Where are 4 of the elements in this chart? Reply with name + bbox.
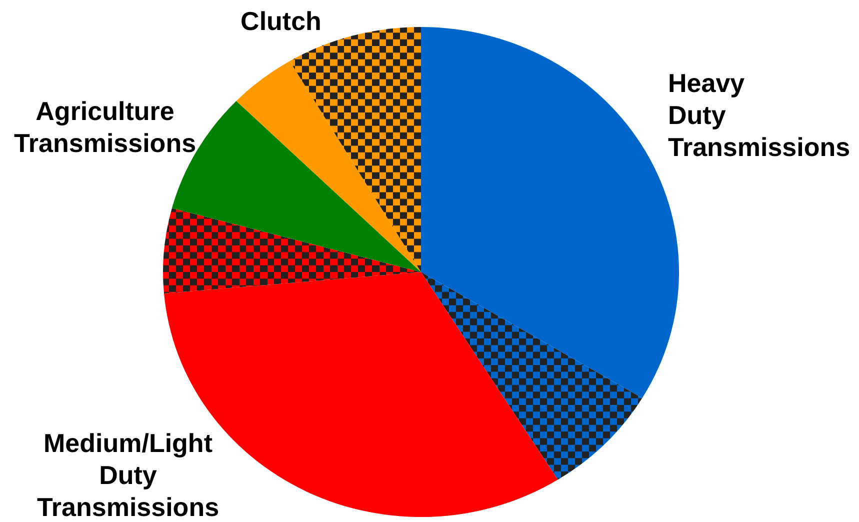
slice-label: Agriculture Transmissions [14,96,196,158]
slice-label: Medium/Light Duty Transmissions [36,428,220,522]
slice-label: Heavy Duty Transmissions [668,68,850,162]
slice-label: Clutch [240,6,322,36]
